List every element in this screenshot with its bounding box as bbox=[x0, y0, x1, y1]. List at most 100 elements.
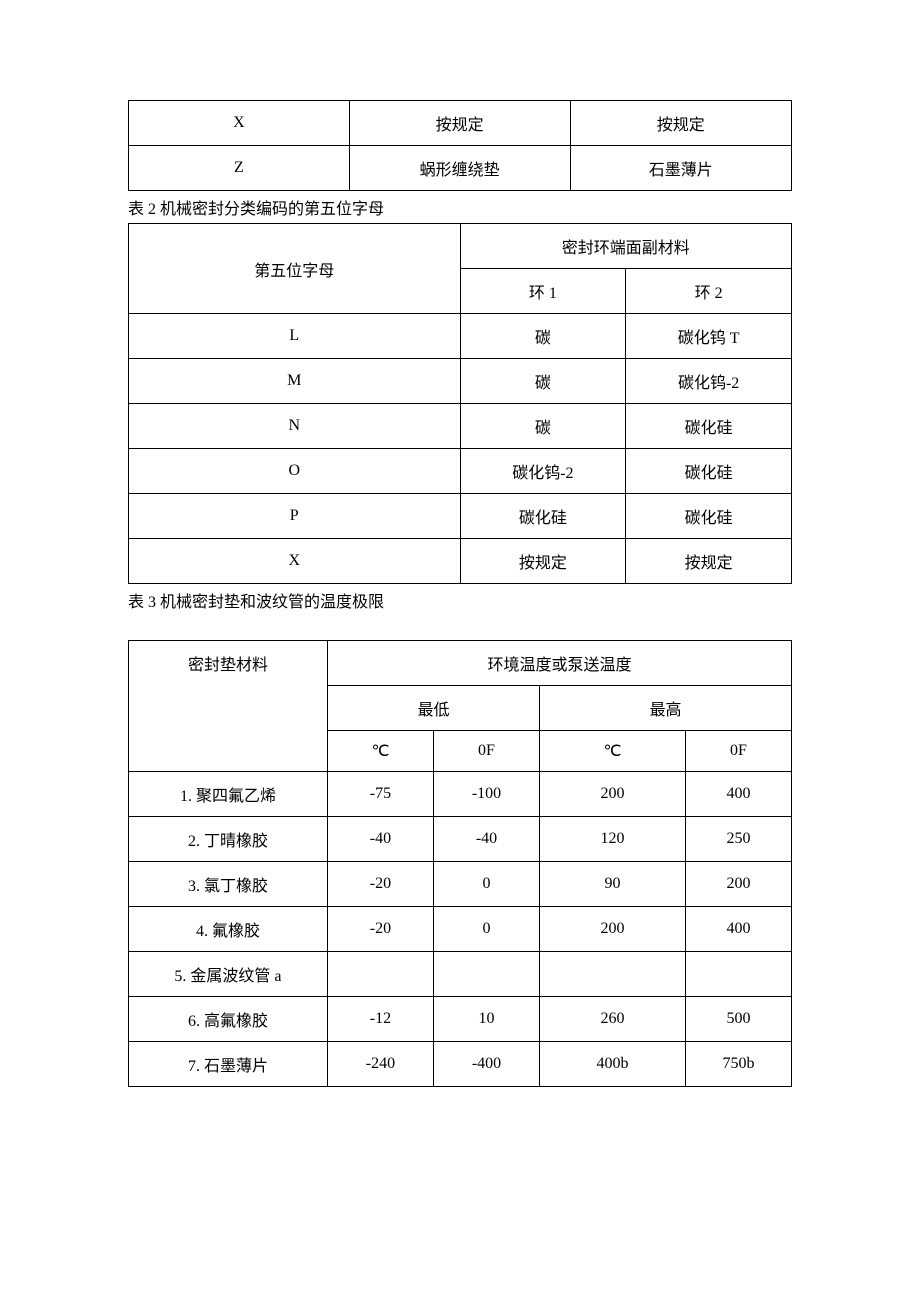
table-cell: 200 bbox=[540, 907, 686, 952]
table-cell: X bbox=[129, 101, 350, 146]
table-cell: -40 bbox=[433, 817, 539, 862]
table-cell bbox=[433, 952, 539, 997]
table-3: 密封垫材料 环境温度或泵送温度 最低 最高 ℃ 0F ℃ 0F 1. 聚四氟乙烯… bbox=[128, 640, 792, 1087]
caption-table-2: 表 2 机械密封分类编码的第五位字母 bbox=[128, 195, 792, 219]
table-cell: -100 bbox=[433, 772, 539, 817]
table-2: 第五位字母 密封环端面副材料 环 1 环 2 L 碳 碳化钨 T M 碳 碳化钨… bbox=[128, 223, 792, 584]
table-1-body: X 按规定 按规定 Z 蜗形缠绕垫 石墨薄片 bbox=[129, 101, 792, 191]
table-cell: 碳化硅 bbox=[460, 494, 626, 539]
table-cell bbox=[540, 952, 686, 997]
table-cell: 按规定 bbox=[349, 101, 570, 146]
table-row: 5. 金属波纹管 a bbox=[129, 952, 792, 997]
table-cell: -400 bbox=[433, 1042, 539, 1087]
table-row: X 按规定 按规定 bbox=[129, 539, 792, 584]
table-header-cell bbox=[129, 686, 328, 731]
table-header-cell: 密封垫材料 bbox=[129, 641, 328, 686]
table-header-row: 密封垫材料 环境温度或泵送温度 bbox=[129, 641, 792, 686]
table-cell: 400b bbox=[540, 1042, 686, 1087]
table-cell: 2. 丁晴橡胶 bbox=[129, 817, 328, 862]
table-header-cell: 环境温度或泵送温度 bbox=[327, 641, 791, 686]
table-cell: O bbox=[129, 449, 461, 494]
table-cell: 碳化钨 T bbox=[626, 314, 792, 359]
table-row: L 碳 碳化钨 T bbox=[129, 314, 792, 359]
table-cell: M bbox=[129, 359, 461, 404]
table-cell: -12 bbox=[327, 997, 433, 1042]
table-cell: 按规定 bbox=[626, 539, 792, 584]
table-cell: Z bbox=[129, 146, 350, 191]
table-row: N 碳 碳化硅 bbox=[129, 404, 792, 449]
spacer bbox=[128, 616, 792, 640]
table-row: O 碳化钨-2 碳化硅 bbox=[129, 449, 792, 494]
table-cell: 碳化钨-2 bbox=[626, 359, 792, 404]
table-cell: 90 bbox=[540, 862, 686, 907]
table-cell: P bbox=[129, 494, 461, 539]
table-row: 3. 氯丁橡胶 -20 0 90 200 bbox=[129, 862, 792, 907]
table-cell: 10 bbox=[433, 997, 539, 1042]
table-cell: 7. 石墨薄片 bbox=[129, 1042, 328, 1087]
table-header-row: ℃ 0F ℃ 0F bbox=[129, 731, 792, 772]
table-cell: N bbox=[129, 404, 461, 449]
table-row: P 碳化硅 碳化硅 bbox=[129, 494, 792, 539]
table-header-cell: ℃ bbox=[327, 731, 433, 772]
table-cell: 4. 氟橡胶 bbox=[129, 907, 328, 952]
table-cell: 0 bbox=[433, 862, 539, 907]
table-cell bbox=[685, 952, 791, 997]
table-cell: 120 bbox=[540, 817, 686, 862]
table-cell: -240 bbox=[327, 1042, 433, 1087]
table-cell: -75 bbox=[327, 772, 433, 817]
table-row: 4. 氟橡胶 -20 0 200 400 bbox=[129, 907, 792, 952]
table-cell: 200 bbox=[540, 772, 686, 817]
table-cell: 6. 高氟橡胶 bbox=[129, 997, 328, 1042]
table-cell: 200 bbox=[685, 862, 791, 907]
table-cell: 石墨薄片 bbox=[570, 146, 791, 191]
table-cell: 碳化硅 bbox=[626, 404, 792, 449]
table-header-cell bbox=[129, 731, 328, 772]
table-cell: 0 bbox=[433, 907, 539, 952]
table-cell: 按规定 bbox=[460, 539, 626, 584]
table-cell: 碳 bbox=[460, 359, 626, 404]
table-cell: 碳化硅 bbox=[626, 494, 792, 539]
table-row: M 碳 碳化钨-2 bbox=[129, 359, 792, 404]
table-cell: 1. 聚四氟乙烯 bbox=[129, 772, 328, 817]
table-cell: 按规定 bbox=[570, 101, 791, 146]
table-cell: 400 bbox=[685, 907, 791, 952]
table-cell: -40 bbox=[327, 817, 433, 862]
table-cell: 碳化钨-2 bbox=[460, 449, 626, 494]
table-cell: -20 bbox=[327, 862, 433, 907]
table-cell: 碳 bbox=[460, 314, 626, 359]
caption-table-3: 表 3 机械密封垫和波纹管的温度极限 bbox=[128, 588, 792, 612]
table-header-cell: 0F bbox=[433, 731, 539, 772]
table-header-cell: 第五位字母 bbox=[129, 224, 461, 314]
table-header-row: 第五位字母 密封环端面副材料 bbox=[129, 224, 792, 269]
table-header-cell: 环 2 bbox=[626, 269, 792, 314]
table-row: 2. 丁晴橡胶 -40 -40 120 250 bbox=[129, 817, 792, 862]
table-cell: 蜗形缠绕垫 bbox=[349, 146, 570, 191]
table-header-cell: ℃ bbox=[540, 731, 686, 772]
table-cell: 5. 金属波纹管 a bbox=[129, 952, 328, 997]
table-row: 1. 聚四氟乙烯 -75 -100 200 400 bbox=[129, 772, 792, 817]
table-header-cell: 最高 bbox=[540, 686, 792, 731]
table-cell: 250 bbox=[685, 817, 791, 862]
table-header-cell: 0F bbox=[685, 731, 791, 772]
table-cell: 3. 氯丁橡胶 bbox=[129, 862, 328, 907]
document-page: X 按规定 按规定 Z 蜗形缠绕垫 石墨薄片 表 2 机械密封分类编码的第五位字… bbox=[0, 0, 920, 1147]
table-row: Z 蜗形缠绕垫 石墨薄片 bbox=[129, 146, 792, 191]
table-cell: L bbox=[129, 314, 461, 359]
table-cell: 碳化硅 bbox=[626, 449, 792, 494]
table-header-row: 最低 最高 bbox=[129, 686, 792, 731]
table-row: 6. 高氟橡胶 -12 10 260 500 bbox=[129, 997, 792, 1042]
table-cell: -20 bbox=[327, 907, 433, 952]
table-cell: 750b bbox=[685, 1042, 791, 1087]
table-cell: 400 bbox=[685, 772, 791, 817]
table-header-cell: 最低 bbox=[327, 686, 539, 731]
table-header-cell: 密封环端面副材料 bbox=[460, 224, 792, 269]
table-cell: 260 bbox=[540, 997, 686, 1042]
table-cell bbox=[327, 952, 433, 997]
table-1: X 按规定 按规定 Z 蜗形缠绕垫 石墨薄片 bbox=[128, 100, 792, 191]
table-row: 7. 石墨薄片 -240 -400 400b 750b bbox=[129, 1042, 792, 1087]
table-cell: 碳 bbox=[460, 404, 626, 449]
table-header-cell: 环 1 bbox=[460, 269, 626, 314]
table-cell: 500 bbox=[685, 997, 791, 1042]
table-row: X 按规定 按规定 bbox=[129, 101, 792, 146]
table-cell: X bbox=[129, 539, 461, 584]
